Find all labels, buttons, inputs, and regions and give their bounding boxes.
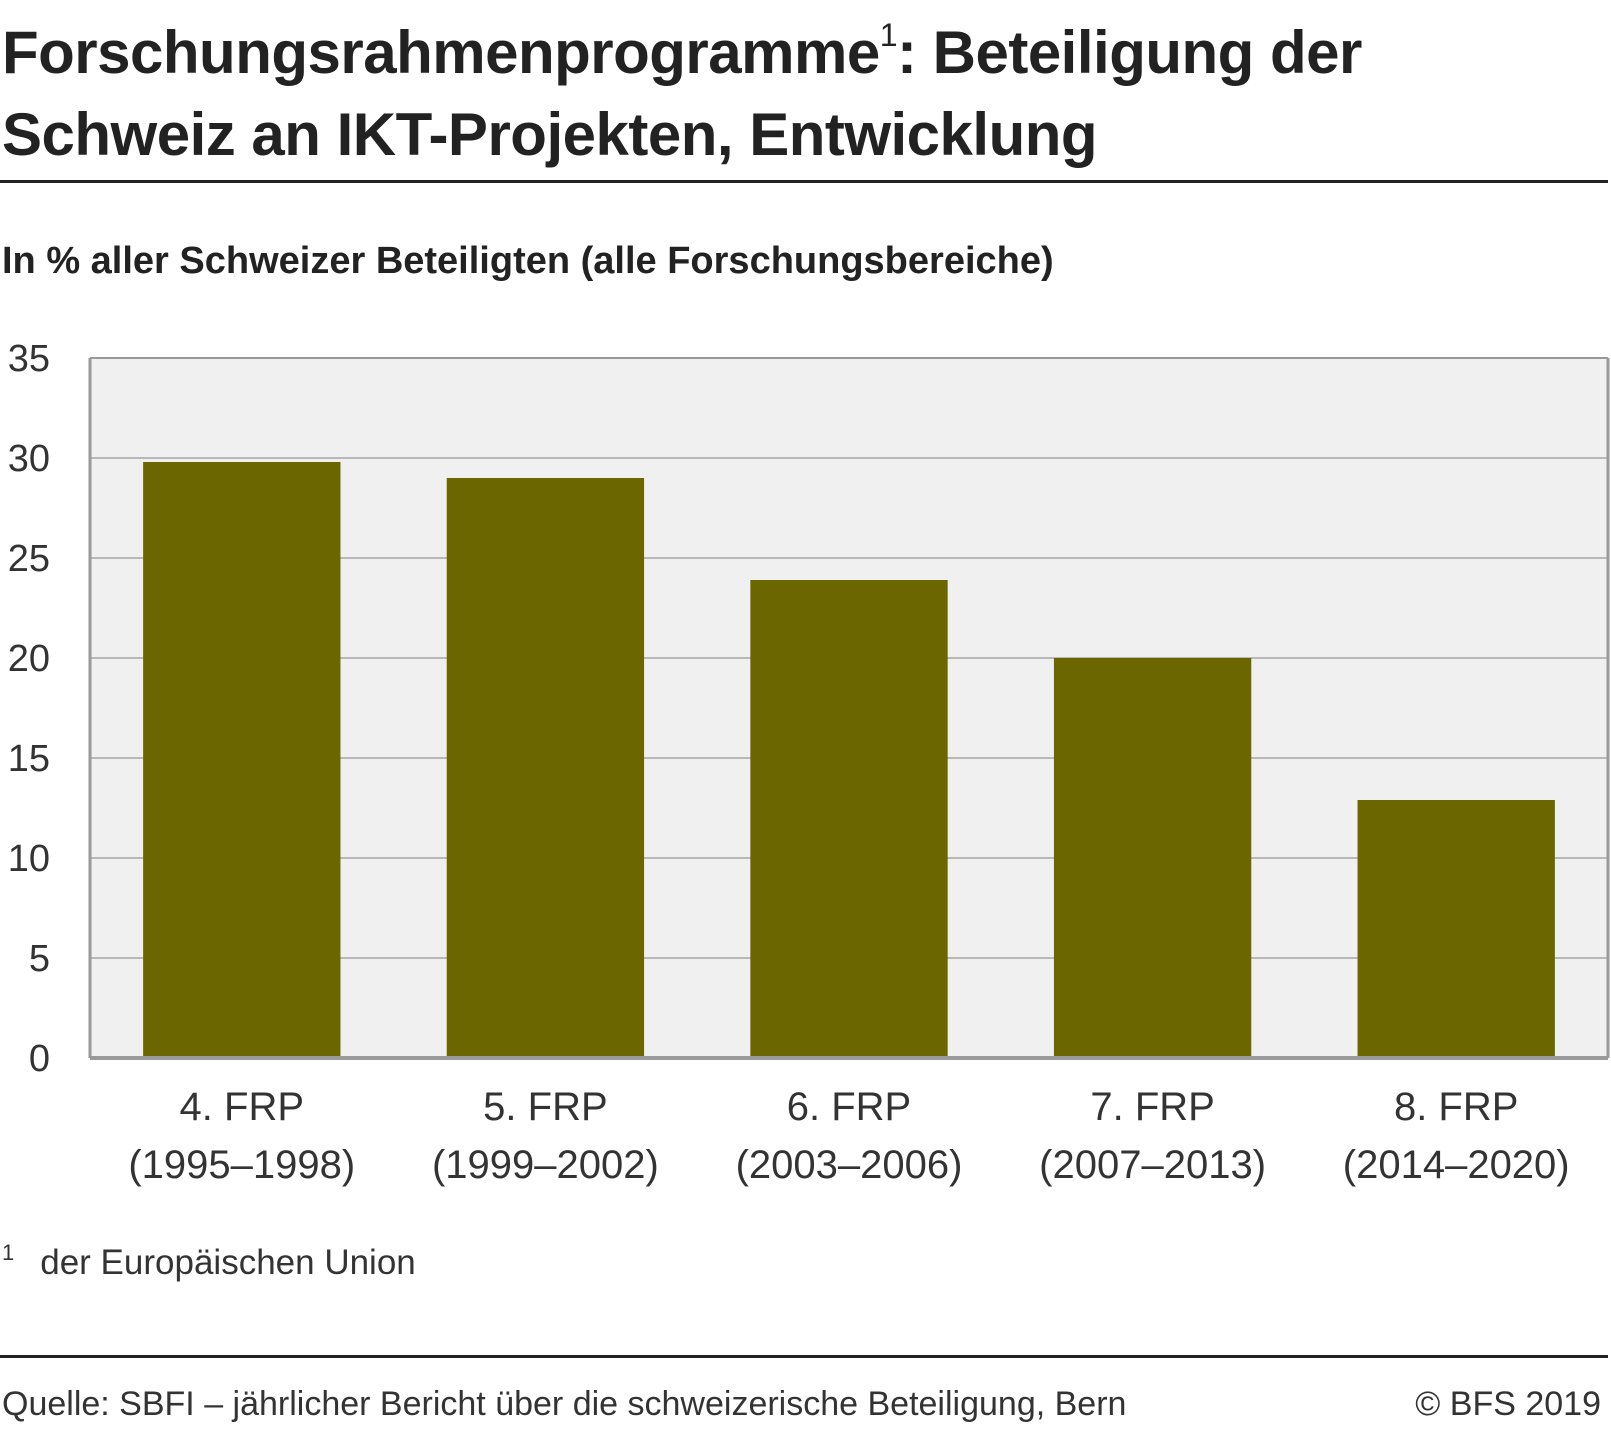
title-footnote-mark: 1: [879, 17, 898, 53]
y-tick-label: 25: [8, 538, 50, 580]
y-tick-label: 15: [8, 738, 50, 780]
footnote-mark: 1: [2, 1240, 15, 1265]
x-tick-label: 7. FRP: [1090, 1085, 1214, 1129]
x-tick-label: (1999–2002): [432, 1143, 659, 1187]
footnote-text: der Europäischen Union: [40, 1243, 416, 1282]
footnote: 1 der Europäischen Union: [2, 1240, 416, 1283]
y-tick-label: 35: [8, 338, 50, 380]
y-tick-label: 5: [29, 938, 50, 980]
title-text: Forschungsrahmenprogramme: [2, 19, 880, 86]
bar: [750, 580, 948, 1058]
source-note: Quelle: SBFI – jährlicher Bericht über d…: [2, 1385, 1127, 1423]
x-tick-label: 6. FRP: [787, 1085, 911, 1129]
x-tick-label: (2014–2020): [1343, 1143, 1570, 1187]
copyright: © BFS 2019: [1415, 1385, 1601, 1423]
y-tick-label: 0: [29, 1038, 50, 1080]
bar: [1053, 658, 1252, 1058]
y-tick-label: 20: [8, 638, 50, 680]
y-tick-label: 30: [8, 438, 50, 480]
x-tick-label: 8. FRP: [1394, 1085, 1518, 1129]
title-text-rest: : Beteiligung der Schweiz an IKT-Projekt…: [2, 19, 1362, 168]
x-tick-label: (2003–2006): [736, 1143, 963, 1187]
bar: [143, 462, 341, 1058]
chart-subtitle: In % aller Schweizer Beteiligten (alle F…: [2, 240, 1054, 282]
bottom-divider: [0, 1355, 1608, 1358]
x-tick-label: (2007–2013): [1039, 1143, 1266, 1187]
x-tick-label: 5. FRP: [483, 1085, 607, 1129]
bar: [446, 478, 645, 1058]
top-divider: [0, 180, 1608, 183]
x-tick-label: 4. FRP: [180, 1085, 304, 1129]
bar-chart: 0 5 10 15 20 25 30 35 4. FRP (1995–1998) 5. FRP (19…: [8, 338, 1610, 1187]
bar: [1357, 800, 1555, 1058]
chart-title: Forschungsrahmenprogramme1: Beteiligung …: [2, 0, 1562, 176]
x-tick-label: (1995–1998): [128, 1143, 355, 1187]
y-tick-label: 10: [8, 838, 50, 880]
